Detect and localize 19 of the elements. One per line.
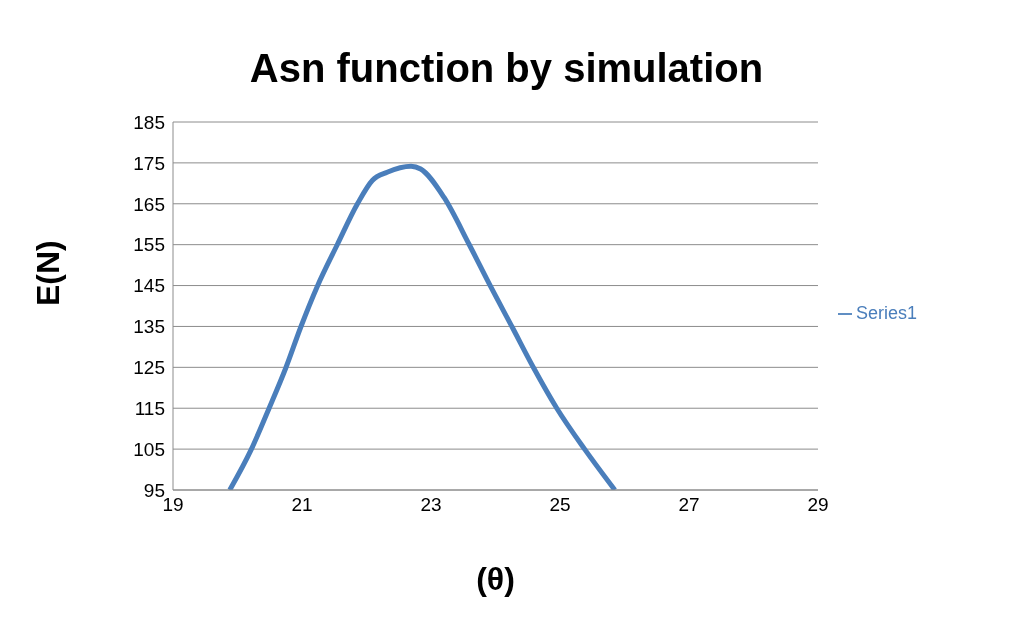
legend-label: Series1 bbox=[856, 302, 918, 323]
y-tick-label: 95 bbox=[143, 479, 165, 501]
y-tick-label: 185 bbox=[133, 111, 165, 133]
y-tick-label: 165 bbox=[133, 193, 165, 215]
y-tick-label: 125 bbox=[133, 357, 165, 379]
y-tick-label: 135 bbox=[133, 316, 165, 338]
chart-title: Asn function by simulation bbox=[248, 46, 765, 91]
y-tick-label: 105 bbox=[133, 438, 165, 460]
x-axis-title: (θ) bbox=[476, 561, 515, 597]
y-tick-label: 145 bbox=[133, 275, 165, 297]
x-tick-label: 29 bbox=[807, 494, 829, 516]
x-tick-label: 23 bbox=[420, 494, 442, 516]
y-tick-label: 115 bbox=[134, 397, 165, 419]
x-tick-label: 27 bbox=[678, 494, 700, 516]
x-tick-label: 21 bbox=[291, 494, 313, 516]
y-axis-title: E(N) bbox=[30, 240, 67, 306]
x-tick-label: 25 bbox=[549, 494, 571, 516]
y-tick-label: 175 bbox=[133, 152, 165, 174]
y-tick-label: 155 bbox=[133, 234, 165, 256]
